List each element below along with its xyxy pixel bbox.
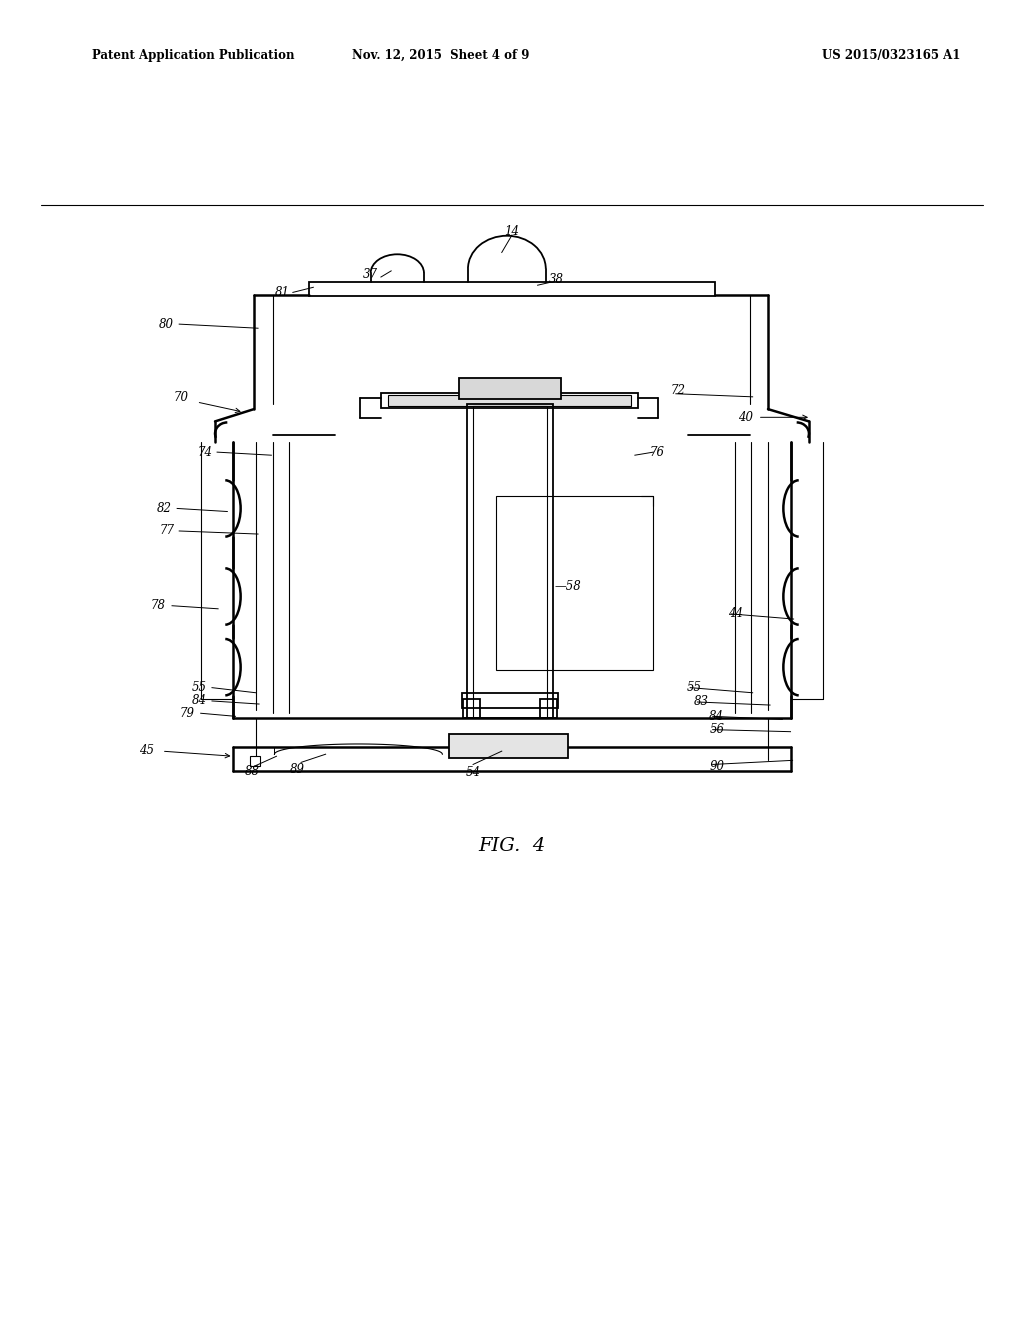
Bar [250,756,260,767]
Text: 37: 37 [364,268,378,281]
Text: 54: 54 [466,767,480,780]
Text: Patent Application Publication: Patent Application Publication [92,49,295,62]
Text: 90: 90 [710,760,724,774]
Text: Nov. 12, 2015  Sheet 4 of 9: Nov. 12, 2015 Sheet 4 of 9 [351,49,529,62]
Text: —58: —58 [555,579,582,593]
Text: 14: 14 [505,226,519,239]
Text: 81: 81 [274,286,290,298]
Text: 77: 77 [159,524,174,537]
Text: 79: 79 [179,706,195,719]
Text: 82: 82 [157,502,172,515]
Text: 84: 84 [191,694,207,708]
Bar [309,282,715,297]
Text: 84: 84 [710,710,724,723]
Bar [467,404,553,718]
Bar [388,395,631,407]
Text: 55: 55 [191,681,207,694]
Text: 70: 70 [173,391,188,404]
Bar [449,734,568,758]
Text: 88: 88 [245,766,259,779]
Text: 38: 38 [549,272,563,285]
Text: US 2015/0323165 A1: US 2015/0323165 A1 [821,49,961,62]
Bar [459,379,561,399]
Text: 80: 80 [159,318,174,330]
Text: 72: 72 [671,384,685,397]
Text: 83: 83 [694,696,709,709]
Bar [496,496,653,671]
Bar [462,693,558,708]
Text: 56: 56 [710,723,724,737]
Bar [473,407,547,718]
Text: 74: 74 [198,446,213,458]
Bar [381,393,638,408]
Text: 78: 78 [151,599,166,612]
Text: 89: 89 [290,763,304,776]
Bar [463,698,480,718]
Text: 55: 55 [687,681,701,694]
Text: 76: 76 [650,446,665,458]
Bar [540,698,557,718]
Text: 45: 45 [138,743,154,756]
Text: 40: 40 [738,411,753,424]
Text: 44: 44 [728,607,742,620]
Text: FIG.  4: FIG. 4 [478,837,546,855]
